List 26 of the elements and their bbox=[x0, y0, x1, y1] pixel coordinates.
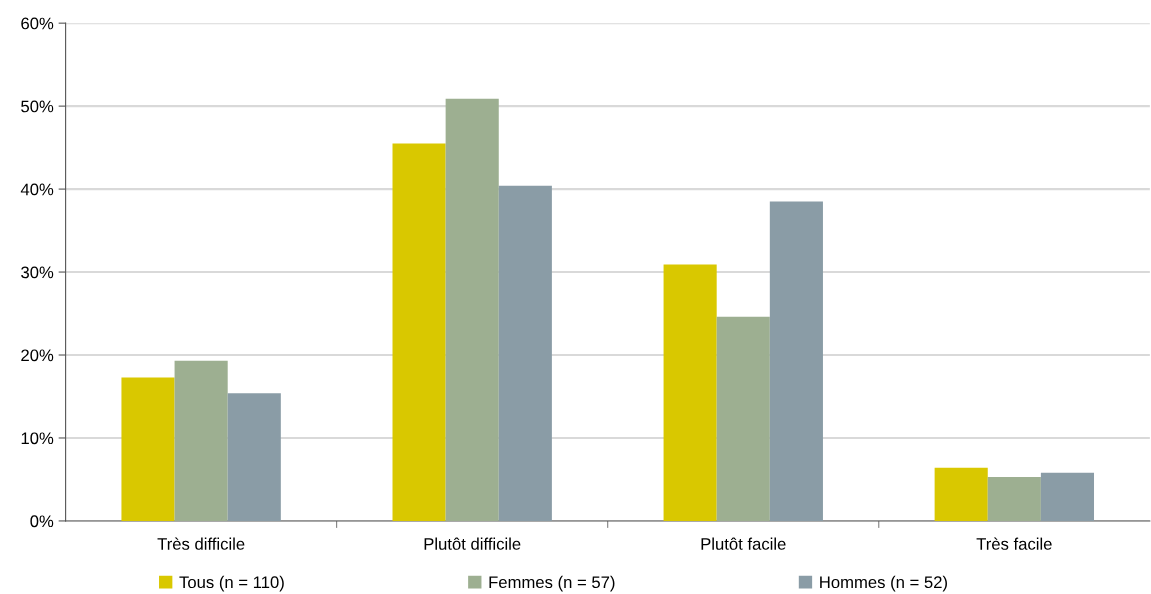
y-tick-label: 30% bbox=[21, 266, 54, 279]
x-tick-label: Plutôt difficile bbox=[424, 537, 521, 550]
legend-label: Hommes (n = 52) bbox=[820, 575, 947, 592]
bar bbox=[987, 476, 1041, 521]
y-tick-label: 60% bbox=[21, 17, 54, 30]
bar bbox=[445, 98, 499, 521]
bar bbox=[227, 393, 281, 521]
legend-label: Femmes (n = 57) bbox=[489, 575, 615, 592]
bar bbox=[663, 264, 717, 521]
y-tick-label: 50% bbox=[21, 100, 54, 113]
x-tick-label: Très facile bbox=[976, 537, 1052, 550]
x-tick-label: Plutôt facile bbox=[701, 537, 786, 550]
bar bbox=[716, 316, 770, 521]
y-tick-label: 10% bbox=[21, 432, 54, 445]
y-tick-label: 20% bbox=[21, 349, 54, 362]
legend-label: Tous (n = 110) bbox=[179, 575, 284, 592]
y-tick-label: 0% bbox=[30, 515, 54, 528]
bar bbox=[392, 143, 446, 521]
y-tick-label: 40% bbox=[20, 183, 54, 196]
x-tick-label: Très difficile bbox=[157, 537, 245, 550]
bar bbox=[934, 467, 988, 521]
bar bbox=[1040, 472, 1095, 521]
bar bbox=[498, 185, 552, 521]
bar bbox=[174, 360, 228, 521]
bar bbox=[769, 201, 823, 521]
bar bbox=[121, 377, 175, 521]
